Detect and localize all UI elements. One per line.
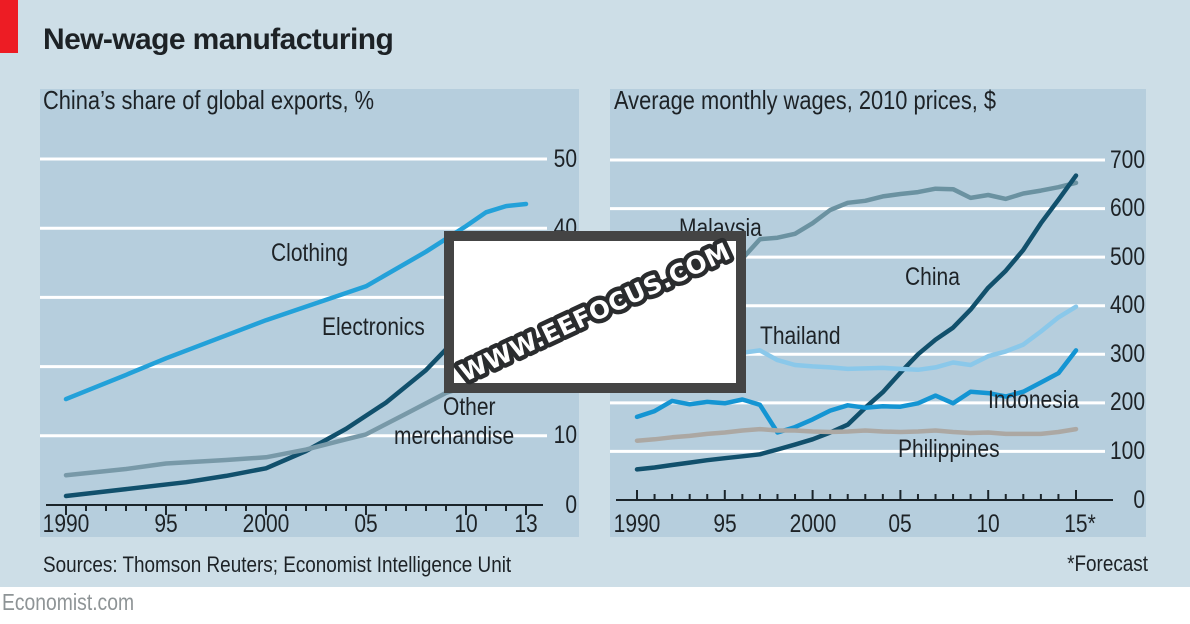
ytick-label-0: 0 — [1133, 485, 1145, 514]
ytick-label-700: 700 — [1109, 145, 1145, 174]
xtick-label-2000: 2000 — [789, 510, 836, 538]
xtick-label-1995: 95 — [154, 510, 178, 538]
xtick-label-1995: 95 — [713, 510, 737, 538]
series-line-china — [634, 173, 1079, 472]
xtick-label-2010: 10 — [454, 510, 478, 538]
xtick-label-2015: 15* — [1064, 510, 1096, 538]
ytick-label-400: 400 — [1109, 291, 1145, 320]
ytick-label-600: 600 — [1109, 194, 1145, 223]
page-title: New-wage manufacturing — [43, 23, 394, 56]
series-label-indonesia: Indonesia — [988, 386, 1080, 414]
right-chart-title: Average monthly wages, 2010 prices, $ — [614, 85, 997, 115]
ytick-label-200: 200 — [1109, 388, 1145, 417]
xtick-label-2010: 10 — [976, 510, 1000, 538]
series-line-philippines — [634, 426, 1079, 443]
economist-red-tab — [0, 0, 18, 53]
forecast-note: *Forecast — [1067, 551, 1148, 576]
economist-site-link[interactable]: Economist.com — [2, 589, 135, 615]
series-line-clothing — [63, 201, 529, 402]
ytick-label-100: 100 — [1109, 436, 1145, 465]
xtick-label-1990: 1990 — [42, 510, 90, 538]
watermark-text-svg: WWW.EEFOCUS.COM — [451, 232, 740, 392]
series-line-indonesia — [634, 348, 1079, 435]
watermark-text: WWW.EEFOCUS.COM — [455, 237, 735, 388]
left-chart-title: China’s share of global exports, % — [43, 85, 375, 115]
series-label-clothing: Clothing — [271, 239, 349, 267]
xtick-label-2005: 05 — [888, 510, 913, 538]
ytick-label-500: 500 — [1109, 242, 1145, 271]
ytick-label-50: 50 — [553, 144, 577, 173]
series-line-malaysia — [634, 180, 1079, 284]
series-label-other-merchandise-1: merchandise — [394, 422, 515, 450]
xtick-label-2013: 13 — [514, 510, 538, 538]
footer-strip — [0, 587, 1190, 624]
series-label-other-merchandise: Other — [443, 393, 496, 421]
series-label-electronics: Electronics — [322, 313, 425, 341]
series-label-philippines: Philippines — [898, 435, 1000, 463]
xtick-label-2000: 2000 — [242, 510, 290, 538]
sources-note: Sources: Thomson Reuters; Economist Inte… — [43, 552, 512, 577]
xtick-label-2005: 05 — [354, 510, 378, 538]
series-label-thailand: Thailand — [760, 322, 841, 350]
ytick-label-10: 10 — [553, 421, 577, 450]
ytick-label-0: 0 — [565, 490, 577, 519]
series-label-china: China — [905, 263, 960, 291]
ytick-label-300: 300 — [1109, 339, 1145, 368]
watermark-box: WWW.EEFOCUS.COM — [444, 231, 746, 393]
series-line-thailand — [634, 304, 1079, 377]
xtick-label-1990: 1990 — [613, 510, 661, 538]
